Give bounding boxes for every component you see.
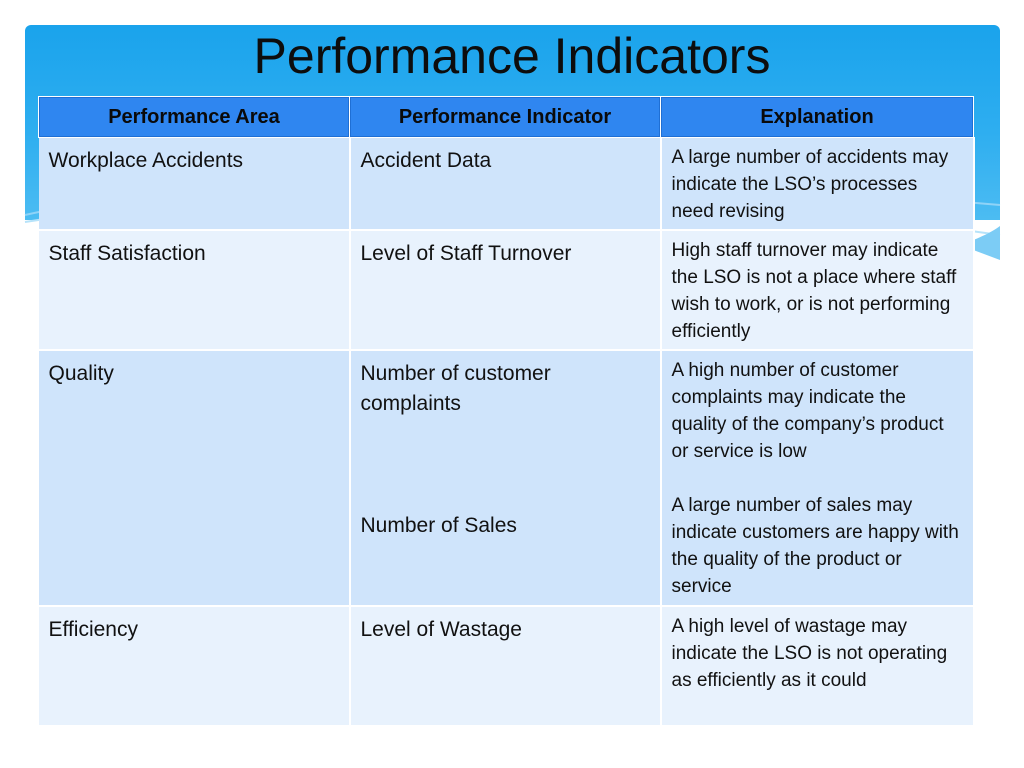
table-row: Quality Number of customer complaints Nu…: [38, 350, 975, 607]
cell-explanation-secondary: A large number of sales may indicate cus…: [671, 495, 959, 597]
cell-explanation: A high level of wastage may indicate the…: [660, 606, 975, 727]
cell-area: Efficiency: [38, 606, 351, 727]
header-explanation: Explanation: [660, 96, 974, 138]
table-header-row: Performance Area Performance Indicator E…: [38, 96, 974, 138]
table-row: Staff Satisfaction Level of Staff Turnov…: [38, 230, 975, 351]
cell-area: Quality: [38, 350, 351, 607]
table-row: Efficiency Level of Wastage A high level…: [38, 606, 975, 727]
header-performance-area: Performance Area: [38, 96, 350, 138]
spacer: [361, 419, 650, 511]
cell-explanation: A high number of customer complaints may…: [671, 360, 944, 462]
table-row: Workplace Accidents Accident Data A larg…: [38, 137, 975, 231]
cell-indicator: Level of Staff Turnover: [349, 230, 662, 351]
header-performance-indicator: Performance Indicator: [349, 96, 661, 138]
cell-explanation: A large number of accidents may indicate…: [660, 137, 975, 231]
cell-explanation: High staff turnover may indicate the LSO…: [660, 230, 975, 351]
cell-indicator: Level of Wastage: [349, 606, 662, 727]
cell-indicator: Number of customer complaints: [360, 362, 551, 415]
cell-indicator-secondary: Number of Sales: [360, 514, 517, 537]
cell-explanation-group: A high number of customer complaints may…: [660, 350, 975, 607]
performance-table: Performance Area Performance Indicator E…: [38, 96, 975, 727]
cell-indicator-group: Number of customer complaints Number of …: [349, 350, 662, 607]
page-title: Performance Indicators: [253, 28, 771, 84]
spacer: [672, 465, 963, 492]
cell-area: Workplace Accidents: [38, 137, 351, 231]
cell-indicator: Accident Data: [349, 137, 662, 231]
cell-area: Staff Satisfaction: [38, 230, 351, 351]
